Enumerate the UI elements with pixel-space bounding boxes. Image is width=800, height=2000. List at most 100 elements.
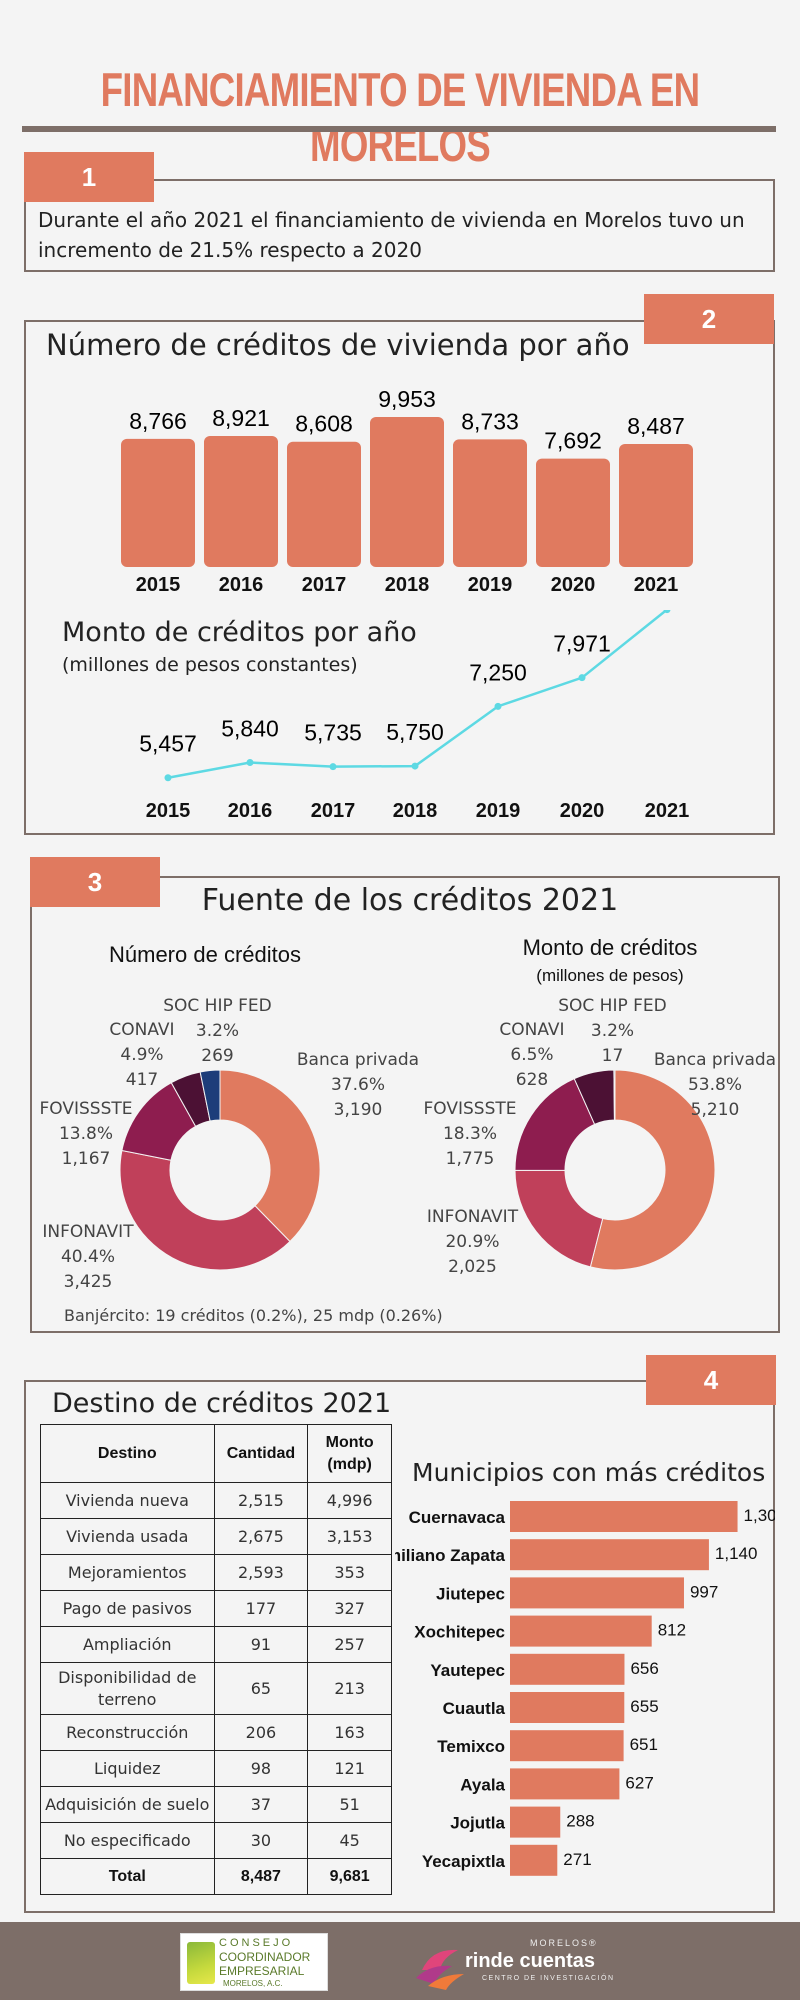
table-row: Disponibilidad de terreno 65 213 [40, 1662, 392, 1715]
cell: Pago de pasivos [40, 1590, 215, 1627]
right-label-sochip: SOC HIP FED 3.2% 17 [558, 996, 667, 1066]
credits-bar-chart: 8,766 2015 8,921 2016 8,608 2017 9,953 2018 8,73… [121, 386, 693, 596]
right-label-fovissste: FOVISSSTE 18.3% 1,775 [423, 1099, 517, 1169]
muni-name-0: Cuernavaca [409, 1508, 506, 1527]
left-label-conavi: CONAVI 4.9% 417 [109, 1020, 175, 1090]
cce-logo-line-1: CONSEJO [219, 1937, 294, 1949]
col-cantidad: Cantidad [213, 1424, 309, 1483]
point-2016 [246, 758, 254, 766]
section-4-tag: 4 [646, 1355, 776, 1405]
cell: 98 [213, 1750, 309, 1787]
point-2021 [663, 610, 671, 614]
muni-name-5: Cuautla [443, 1699, 506, 1718]
bar-label-2021: 8,487 [627, 413, 685, 439]
cell: 2,515 [213, 1482, 309, 1519]
col-destino: Destino [40, 1424, 215, 1483]
right-pie-title: Monto de créditos [522, 935, 698, 960]
section-3-title: Fuente de los créditos 2021 [201, 883, 619, 918]
cell: 65 [213, 1662, 309, 1715]
cce-logo-line-4: MORELOS, A.C. [223, 1979, 283, 1988]
cell: 177 [213, 1590, 309, 1627]
bar-year-2019: 2019 [468, 574, 513, 596]
line-year-2018: 2018 [393, 800, 438, 822]
muni-bar-2 [510, 1577, 684, 1609]
cell: 45 [307, 1822, 392, 1859]
cell: 4,996 [307, 1482, 392, 1519]
muni-name-1: Emiliano Zapata [395, 1546, 506, 1565]
muni-name-9: Yecapixtla [422, 1852, 506, 1871]
section-3-box [30, 876, 780, 1333]
point-label-2015: 5,457 [139, 731, 197, 757]
cell: 257 [307, 1626, 392, 1663]
right-label-banca: Banca privada 53.8% 5,210 [653, 1050, 777, 1120]
destination-table: Destino Cantidad Monto (mdp) Vivienda nu… [40, 1424, 392, 1895]
left-pie-title: Número de créditos [109, 942, 301, 967]
table-header-row: Destino Cantidad Monto (mdp) [40, 1424, 392, 1483]
muni-name-8: Jojutla [450, 1814, 505, 1833]
cell: 2,675 [213, 1518, 309, 1555]
bar-2021 [619, 443, 693, 567]
right-pie-slice-4 [613, 1069, 616, 1121]
table-row: Pago de pasivos 177 327 [40, 1590, 392, 1627]
muni-name-6: Temixco [437, 1737, 505, 1756]
footer [0, 1922, 800, 2000]
cell: 206 [213, 1714, 309, 1751]
left-pie-slice-0 [219, 1069, 321, 1243]
cell: Reconstrucción [40, 1714, 215, 1751]
amount-line-chart: 5,457 2015 5,840 2016 5,735 2017 5,750 2018 7,25… [139, 610, 689, 822]
muni-value-9: 271 [563, 1850, 591, 1869]
section-2-box [24, 320, 775, 835]
muni-value-5: 655 [630, 1697, 658, 1716]
line-year-2016: 2016 [228, 800, 273, 822]
bar-2015 [121, 438, 195, 567]
point-label-2020: 7,971 [553, 631, 611, 657]
right-label-infonavit: INFONAVIT 20.9% 2,025 [426, 1207, 519, 1277]
table-row: Ampliación 91 257 [40, 1626, 392, 1663]
bar-year-2020: 2020 [551, 574, 596, 596]
rinde-cuentas-sub: CENTRO DE INVESTIGACIÓN [482, 1975, 615, 1982]
left-pie-slice-4 [199, 1069, 221, 1122]
cell: 91 [213, 1626, 309, 1663]
cell: Adquisición de suelo [40, 1786, 215, 1823]
bar-label-2015: 8,766 [129, 408, 187, 434]
table-row: No especificado 30 45 [40, 1822, 392, 1859]
section-4-title: Destino de créditos 2021 [52, 1388, 392, 1419]
left-label-infonavit: INFONAVIT 40.4% 3,425 [42, 1222, 134, 1292]
muni-value-6: 651 [630, 1735, 658, 1754]
bar-year-2016: 2016 [219, 574, 264, 596]
point-2017 [329, 763, 337, 771]
line-chart-subtitle: (millones de pesos constantes) [62, 654, 358, 676]
banjercito-note: Banjército: 19 créditos (0.2%), 25 mdp (… [64, 1306, 443, 1325]
muni-value-0: 1,304 [744, 1506, 775, 1525]
left-label-banca: Banca privada 37.6% 3,190 [296, 1050, 420, 1120]
cell: Liquidez [40, 1750, 215, 1787]
section-1-tag: 1 [24, 152, 154, 202]
bar-year-2017: 2017 [302, 574, 347, 596]
cce-logo: CONSEJO COORDINADOR EMPRESARIAL MORELOS,… [180, 1933, 328, 1991]
municipios-bar-chart: Cuernavaca 1,304 Emiliano Zapata 1,140 Jiute… [395, 1501, 775, 1876]
cell: 8,487 [213, 1858, 309, 1895]
muni-value-8: 288 [566, 1812, 594, 1831]
bar-2019 [453, 439, 527, 567]
left-label-fovissste: FOVISSSTE 13.8% 1,167 [39, 1099, 133, 1169]
left-pie-chart [119, 1069, 321, 1271]
bar-2016 [204, 435, 278, 567]
muni-bar-9 [510, 1844, 558, 1876]
point-2015 [164, 774, 172, 782]
point-2020 [578, 674, 586, 682]
muni-value-1: 1,140 [715, 1544, 758, 1563]
muni-bar-8 [510, 1806, 561, 1838]
muni-bar-0 [510, 1501, 738, 1532]
cell: Disponibilidad de terreno [40, 1662, 215, 1715]
cell: 51 [307, 1786, 392, 1823]
point-label-2019: 7,250 [469, 659, 527, 685]
section-1-box [24, 179, 775, 272]
table-row: Vivienda nueva 2,515 4,996 [40, 1482, 392, 1519]
cell: 327 [307, 1590, 392, 1627]
muni-bar-5 [510, 1692, 625, 1723]
cce-logo-line-3: EMPRESARIAL [219, 1964, 305, 1978]
muni-name-3: Xochitepec [414, 1623, 505, 1642]
cell: Vivienda usada [40, 1518, 215, 1555]
cell: 37 [213, 1786, 309, 1823]
muni-bar-4 [510, 1653, 625, 1685]
